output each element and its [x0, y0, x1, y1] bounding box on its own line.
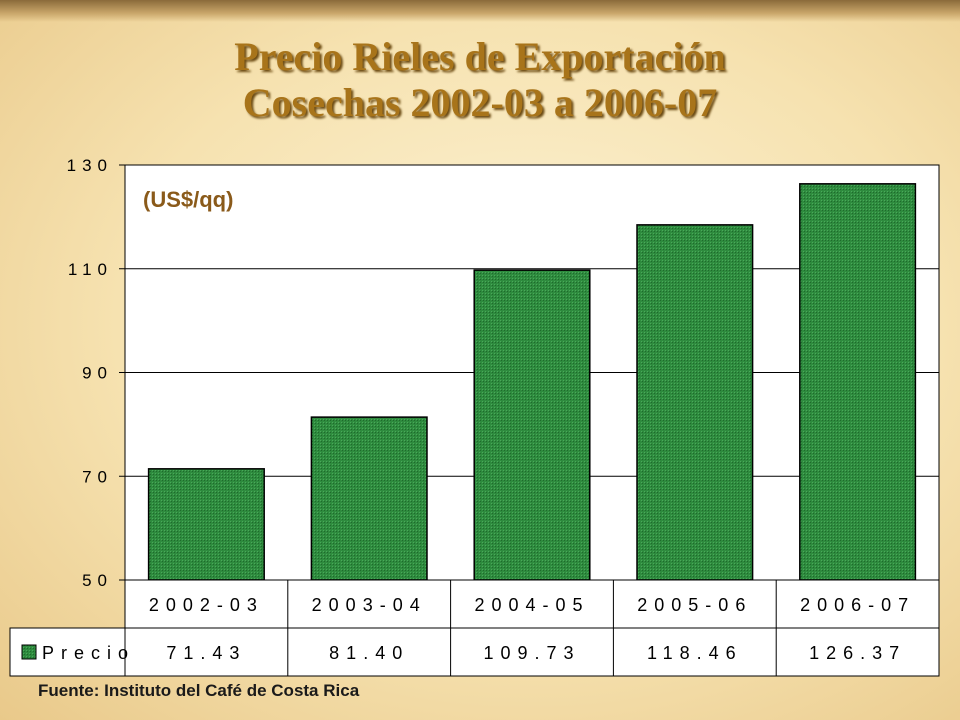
y-tick-label: 130 — [67, 156, 113, 175]
y-tick-label: 50 — [82, 571, 113, 590]
source-note: Fuente: Instituto del Café de Costa Rica — [38, 681, 360, 700]
data-label: 71.43 — [166, 643, 246, 663]
bar — [799, 183, 917, 581]
bar — [636, 224, 754, 581]
title-line-1: Precio Rieles de Exportación — [234, 34, 726, 79]
bar — [473, 269, 591, 581]
page-title: Precio Rieles de Exportación Cosechas 20… — [0, 34, 960, 126]
data-label: 118.46 — [647, 643, 743, 663]
x-tick-label: 2004-05 — [474, 595, 589, 615]
bars — [147, 183, 917, 581]
x-tick-label: 2002-03 — [149, 595, 264, 615]
y-axis: 50 70 90 110 130 — [67, 156, 125, 590]
table-row-values — [9, 627, 940, 677]
title-line-2: Cosechas 2002-03 a 2006-07 — [242, 80, 718, 125]
data-label: 109.73 — [483, 643, 580, 663]
legend-series-name: Precio — [42, 643, 135, 663]
data-table: 2002-03 71.43 2003-04 81.40 2004-05 109.73 200… — [9, 579, 940, 677]
bar — [147, 468, 265, 581]
x-tick-label: 2005-06 — [637, 595, 752, 615]
y-tick-label: 110 — [68, 260, 113, 279]
legend-swatch — [21, 644, 37, 660]
data-label: 81.40 — [329, 643, 409, 663]
y-tick-label: 90 — [82, 364, 113, 383]
top-frame-band — [0, 0, 960, 22]
x-tick-label: 2006-07 — [800, 595, 915, 615]
y-tick-label: 70 — [82, 467, 113, 486]
unit-label: (US$/qq) — [143, 187, 233, 212]
bar — [310, 416, 428, 581]
x-tick-label: 2003-04 — [312, 595, 427, 615]
data-label: 126.37 — [809, 643, 906, 663]
